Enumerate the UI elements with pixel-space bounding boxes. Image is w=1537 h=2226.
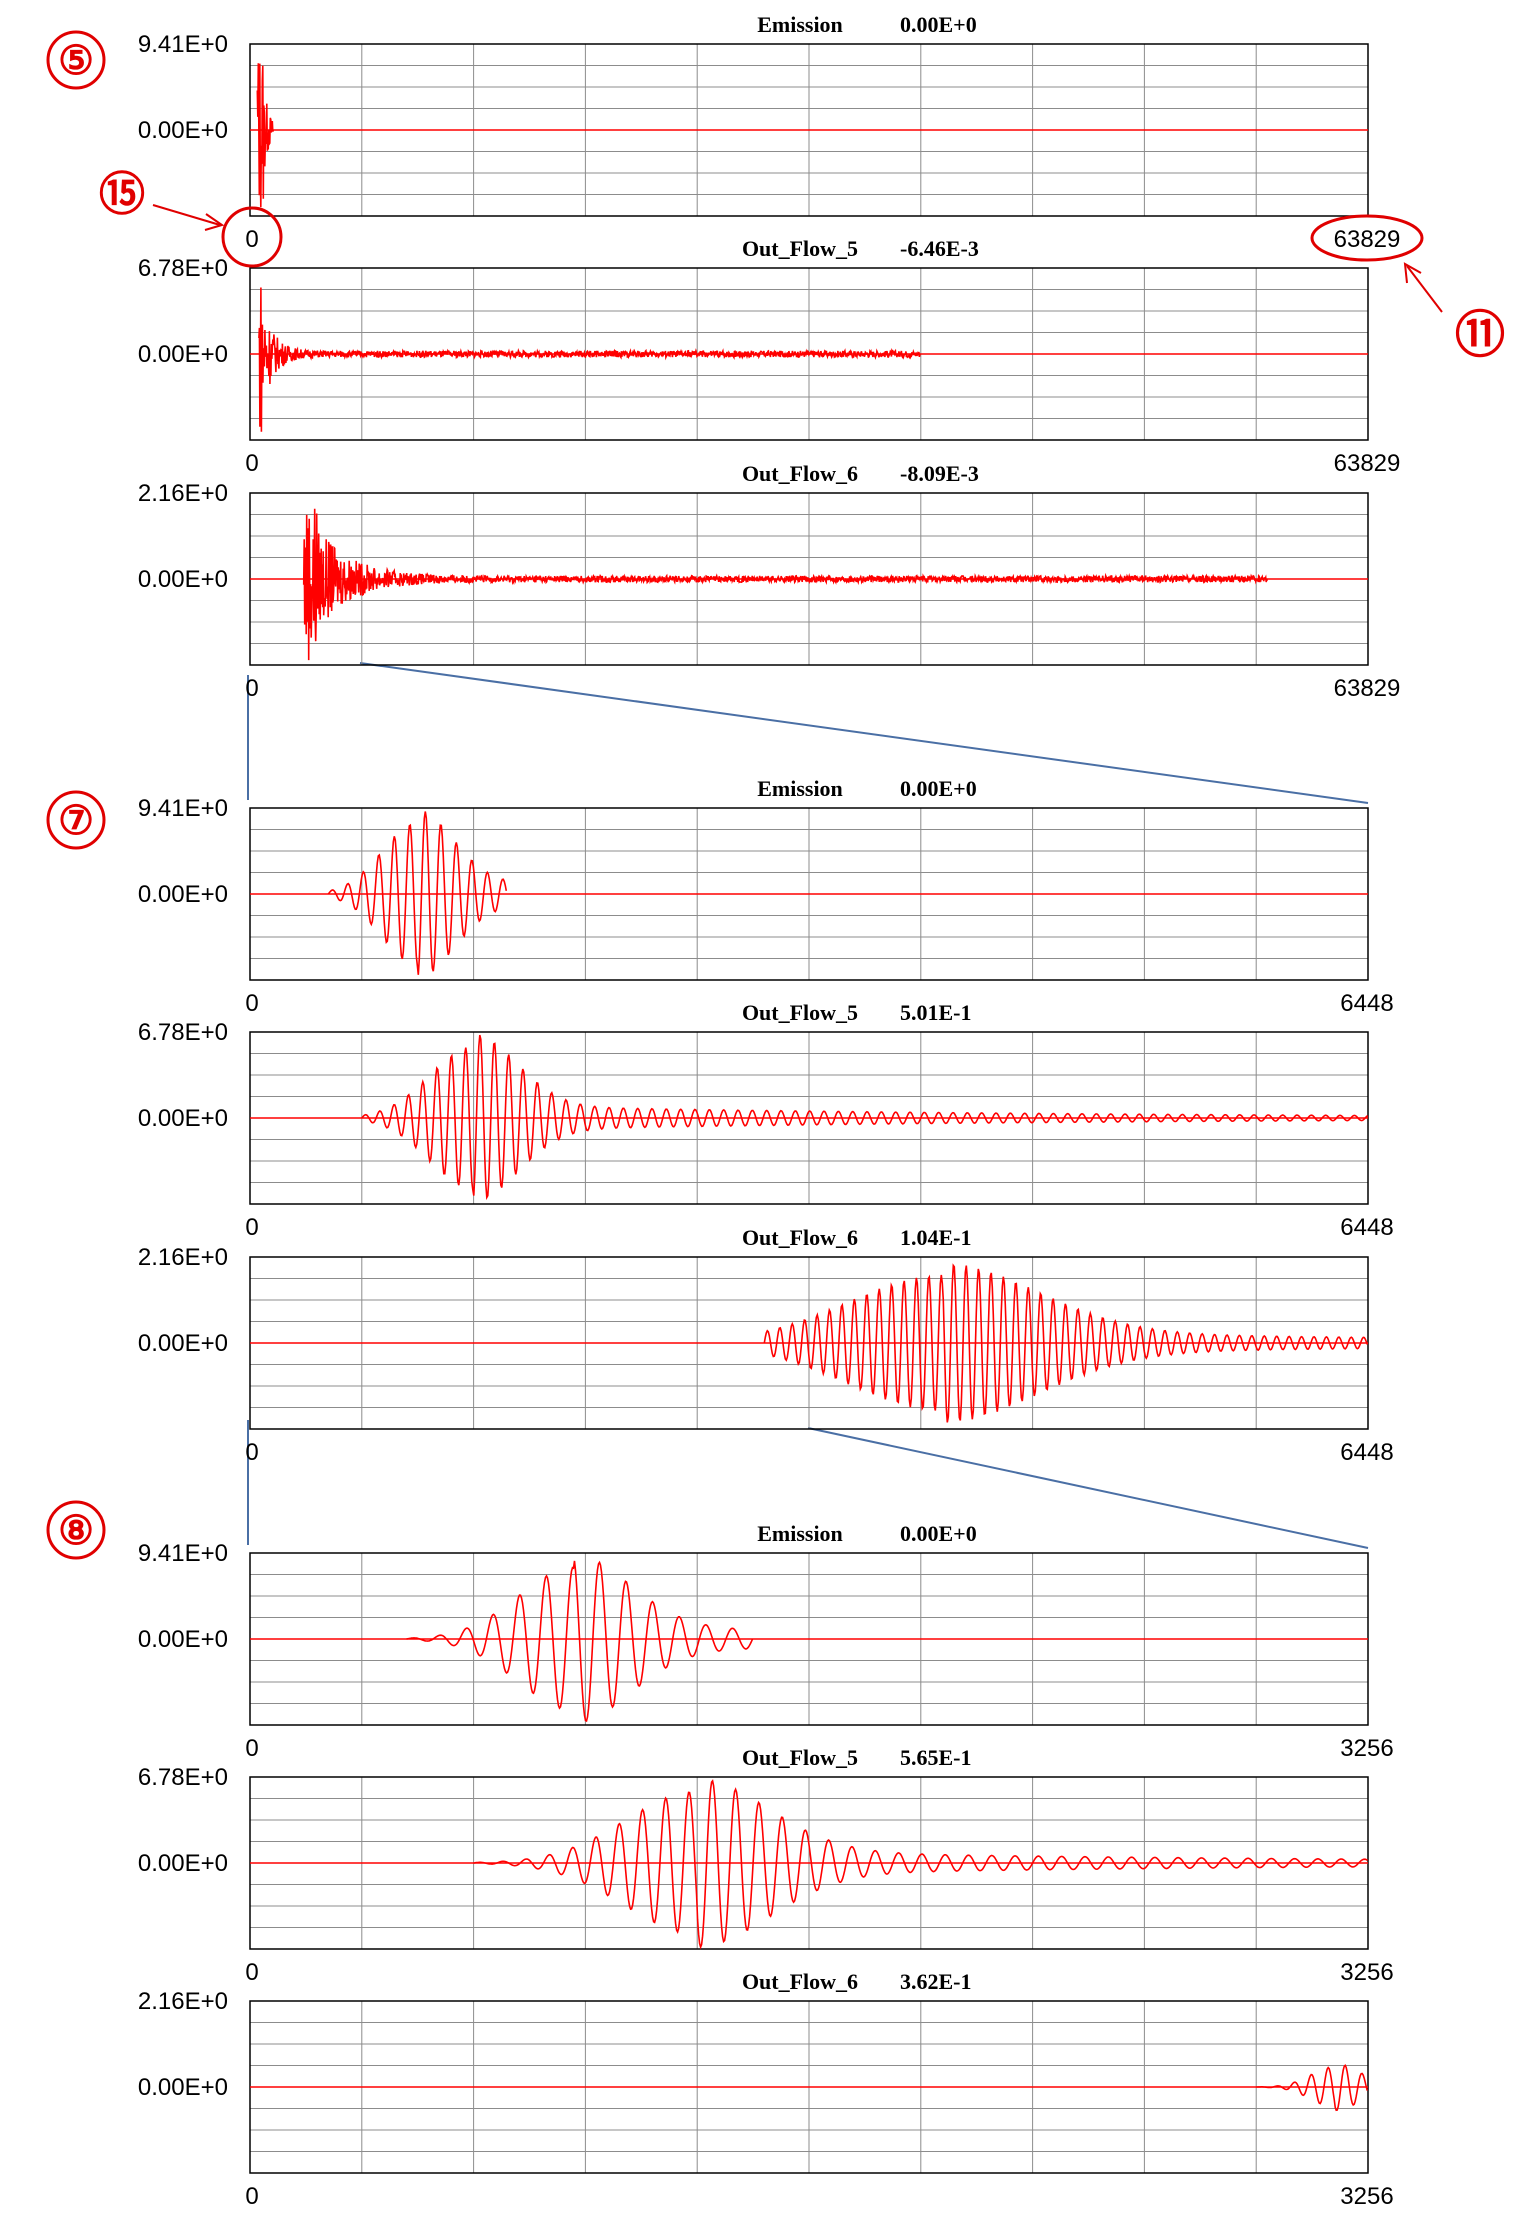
x-tick-min: 0 — [245, 675, 258, 702]
channel-value: -6.46E-3 — [900, 236, 979, 261]
channel-value: 0.00E+0 — [900, 776, 977, 801]
channel-value: 5.65E-1 — [900, 1745, 972, 1770]
chart-panel: Emission 0.00E+0 9.41E+0 0.00E+0 0 3256 — [138, 1521, 1394, 1762]
y-tick-zero: 0.00E+0 — [138, 1850, 228, 1877]
channel-name: Out_Flow_5 — [742, 236, 858, 261]
chart-panel: Out_Flow_5 5.65E-1 6.78E+0 0.00E+0 0 3256 — [138, 1745, 1394, 1986]
zoom-line-2-right — [807, 1427, 1369, 1549]
callout-11-arrowhead — [1403, 262, 1422, 284]
channel-name: Out_Flow_6 — [742, 1969, 858, 1994]
y-tick-top: 2.16E+0 — [138, 480, 228, 507]
y-tick-top: 9.41E+0 — [138, 31, 228, 58]
x-tick-max: 3256 — [1340, 2183, 1393, 2210]
callout-8-label: ⑧ — [58, 1509, 94, 1553]
y-tick-top: 9.41E+0 — [138, 795, 228, 822]
callout-7-circle — [46, 790, 106, 850]
channel-value: 0.00E+0 — [900, 1521, 977, 1546]
callout-11: ⑪ — [1310, 214, 1505, 363]
panels-layer: Emission 0.00E+09.41E+00.00E+00 63829Out_F… — [138, 12, 1400, 2210]
chart-panel: Out_Flow_6 3.62E-1 2.16E+0 0.00E+0 0 3256 — [138, 1969, 1394, 2210]
x-tick-max: 3256 — [1340, 1959, 1393, 1986]
callout-8: ⑧ — [46, 1500, 106, 1560]
callout-11-ring — [1310, 214, 1424, 262]
y-tick-top: 2.16E+0 — [138, 1988, 228, 2015]
callout-7-label: ⑦ — [58, 799, 94, 843]
y-tick-zero: 0.00E+0 — [138, 2074, 228, 2101]
x-tick-min: 0 — [245, 990, 258, 1017]
series-trace — [258, 287, 921, 432]
y-tick-zero: 0.00E+0 — [138, 1330, 228, 1357]
y-tick-top: 6.78E+0 — [138, 1764, 228, 1791]
x-tick-max: 6448 — [1340, 990, 1393, 1017]
y-tick-top: 6.78E+0 — [138, 1019, 228, 1046]
channel-name: Out_Flow_6 — [742, 461, 858, 486]
channel-name: Out_Flow_5 — [742, 1745, 858, 1770]
callout-15-label: ⑮ — [99, 168, 145, 220]
x-tick-min: 0 — [245, 1959, 258, 1986]
channel-name: Out_Flow_6 — [742, 1225, 858, 1250]
callout-5: ⑤ — [46, 30, 106, 90]
channel-value: 1.04E-1 — [900, 1225, 972, 1250]
callout-8-circle — [46, 1500, 106, 1560]
x-tick-min: 0 — [245, 1439, 258, 1466]
series-trace — [1256, 2064, 1368, 2112]
channel-value: 0.00E+0 — [900, 12, 977, 37]
chart-panel: Out_Flow_5 -6.46E-3 6.78E+0 0.00E+0 0 63829 — [138, 236, 1400, 477]
channel-name: Out_Flow_5 — [742, 1000, 858, 1025]
chart-panel: Emission 0.00E+0 9.41E+0 0.00E+0 0 63829 — [138, 12, 1400, 253]
x-tick-min: 0 — [245, 226, 258, 253]
series-trace — [256, 63, 275, 208]
callout-11-label: ⑪ — [1455, 307, 1505, 363]
x-tick-min: 0 — [245, 1735, 258, 1762]
callout-5-circle — [46, 30, 106, 90]
x-tick-max: 3256 — [1340, 1735, 1393, 1762]
x-tick-min: 0 — [245, 2183, 258, 2210]
callout-7: ⑦ — [46, 790, 106, 850]
callout-15-ring — [221, 206, 283, 268]
callout-5-label: ⑤ — [58, 39, 94, 83]
y-tick-zero: 0.00E+0 — [138, 1626, 228, 1653]
series-trace — [302, 508, 1268, 661]
x-tick-max: 6448 — [1340, 1214, 1393, 1241]
x-tick-max: 63829 — [1334, 450, 1401, 477]
series-trace — [327, 811, 508, 975]
chart-panel: Out_Flow_6 -8.09E-3 2.16E+0 0.00E+0 0 63829 — [138, 461, 1400, 702]
channel-name: Emission — [757, 776, 843, 801]
y-tick-zero: 0.00E+0 — [138, 1105, 228, 1132]
y-tick-zero: 0.00E+0 — [138, 881, 228, 908]
y-tick-top: 2.16E+0 — [138, 1244, 228, 1271]
series-trace — [763, 1263, 1369, 1423]
channel-value: 5.01E-1 — [900, 1000, 972, 1025]
chart-panel: Emission 0.00E+0 9.41E+0 0.00E+0 0 6448 — [138, 776, 1394, 1017]
channel-value: 3.62E-1 — [900, 1969, 972, 1994]
channel-name: Emission — [757, 12, 843, 37]
chart-panel: Out_Flow_6 1.04E-1 2.16E+0 0.00E+0 0 6448 — [138, 1225, 1394, 1466]
callout-11-arrow — [1406, 265, 1443, 313]
zoom-line-1-right — [359, 662, 1369, 804]
x-tick-max: 6448 — [1340, 1439, 1393, 1466]
zoom-connectors — [247, 662, 1369, 1549]
series-trace — [406, 1560, 754, 1723]
channel-name: Emission — [757, 1521, 843, 1546]
y-tick-zero: 0.00E+0 — [138, 566, 228, 593]
y-tick-top: 6.78E+0 — [138, 255, 228, 282]
x-tick-max: 63829 — [1334, 675, 1401, 702]
y-tick-zero: 0.00E+0 — [138, 341, 228, 368]
y-tick-top: 9.41E+0 — [138, 1540, 228, 1567]
series-trace — [473, 1779, 1369, 1950]
callout-15: ⑮ — [99, 168, 283, 268]
x-tick-min: 0 — [245, 1214, 258, 1241]
callout-15-arrowhead — [204, 213, 225, 231]
y-tick-zero: 0.00E+0 — [138, 117, 228, 144]
x-tick-min: 0 — [245, 450, 258, 477]
chart-panel: Out_Flow_5 5.01E-1 6.78E+0 0.00E+0 0 6448 — [138, 1000, 1394, 1241]
callout-15-arrow — [152, 204, 221, 226]
channel-value: -8.09E-3 — [900, 461, 979, 486]
x-tick-max: 63829 — [1334, 226, 1401, 253]
series-trace — [361, 1034, 1369, 1201]
